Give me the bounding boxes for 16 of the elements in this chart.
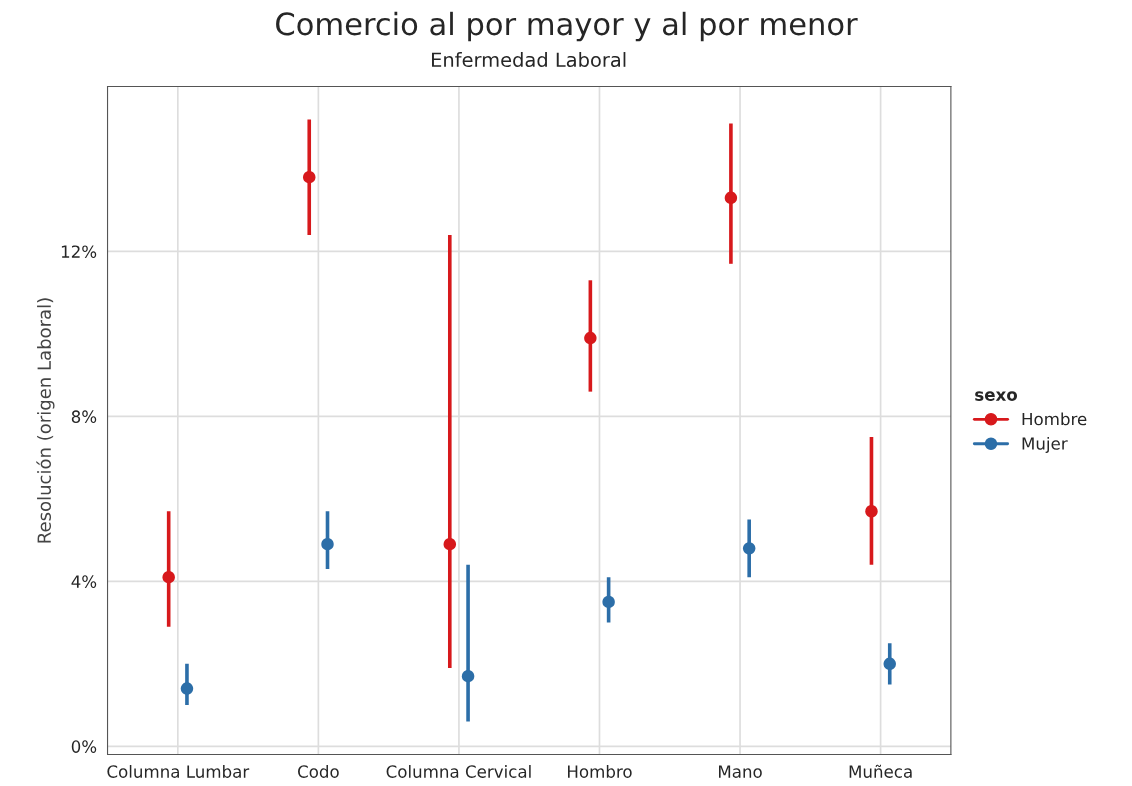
legend-label: Hombre: [1022, 412, 1087, 426]
legend-title: sexo: [975, 391, 1018, 401]
x-tick-label: Hombro: [568, 764, 632, 778]
x-tick-label: Columna Cervical: [386, 764, 531, 778]
y-tick-label: 4%: [71, 575, 97, 588]
y-tick-label: 12%: [61, 245, 97, 258]
chart-title: Comercio al por mayor y al por menor: [276, 11, 858, 42]
legend-label: Mujer: [1022, 436, 1068, 454]
x-tick-label: Codo: [298, 764, 339, 778]
x-tick-label: Mano: [719, 765, 762, 778]
y-tick-label: 0%: [71, 740, 97, 753]
chart-subtitle: Enfermedad Laboral: [432, 52, 626, 68]
x-tick-label: Muñeca: [849, 764, 912, 778]
y-axis-title: Resolución (origen Laboral): [36, 298, 55, 543]
y-tick-label: 8%: [71, 410, 97, 423]
x-tick-label: Columna Lumbar: [107, 764, 250, 778]
